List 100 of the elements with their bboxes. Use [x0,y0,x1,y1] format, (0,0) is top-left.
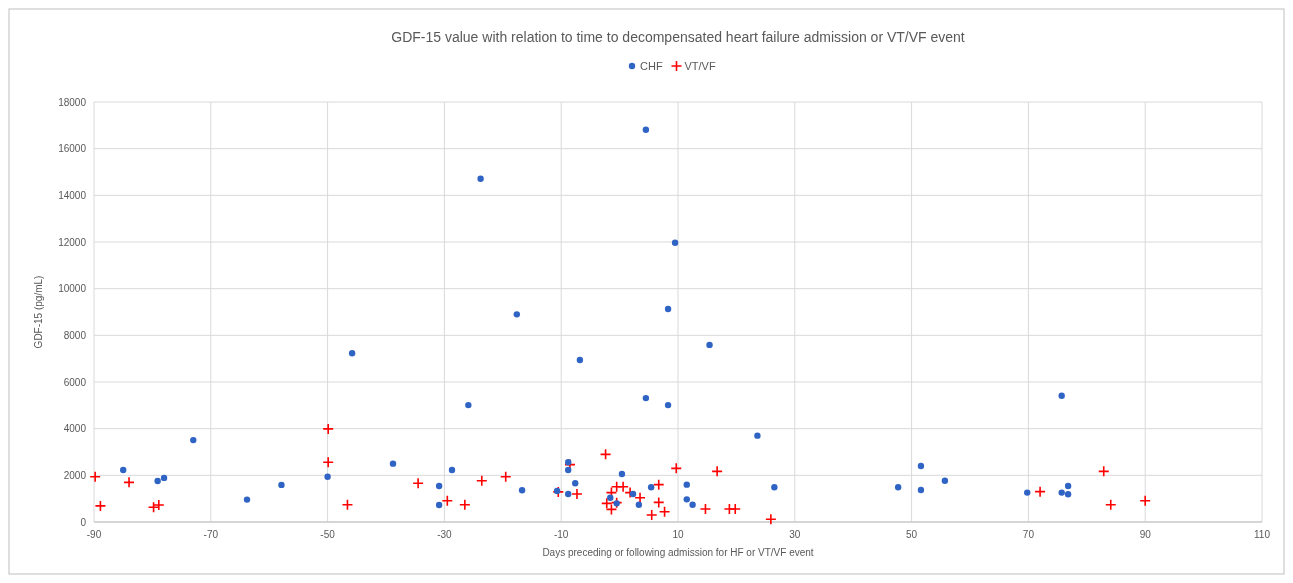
point [348,350,356,357]
point [607,494,614,501]
x-tick-label: -70 [203,529,219,540]
point [599,448,612,461]
point [477,175,484,182]
point [572,480,579,487]
point [1058,489,1065,496]
legend-label: VT/VF [684,59,716,72]
y-tick-label: 4000 [63,423,87,435]
y-axis-title: GDF-15 (pg/mL) [33,275,44,349]
x-tick-label: 110 [1254,529,1271,540]
point [513,311,521,318]
point [645,509,658,521]
point [576,356,584,364]
point [94,500,107,512]
x-tick-label: -90 [86,529,102,540]
x-tick-label: 70 [1022,529,1035,540]
point [683,481,690,488]
point [565,490,572,498]
point [499,470,512,483]
point [465,401,472,409]
point [322,456,334,469]
point [699,503,712,515]
point [1064,491,1072,498]
point [894,484,902,491]
y-tick-label: 0 [80,516,87,528]
point [341,498,354,511]
point [618,470,626,478]
point [441,494,454,507]
point [565,466,572,474]
point [771,484,778,491]
point [160,474,168,482]
point [322,423,334,435]
point [1097,465,1110,478]
point [610,496,623,509]
point [1104,498,1117,511]
point [647,484,655,491]
x-tick-label: -30 [437,529,453,540]
point [664,401,672,409]
y-tick-label: 10000 [58,283,87,295]
point [435,482,443,490]
x-tick-label: -50 [320,529,336,540]
point [459,498,471,511]
point [671,239,679,246]
point [683,496,690,503]
x-tick-label: 90 [1139,529,1152,540]
point [1064,482,1072,490]
x-tick-label: 30 [789,529,801,540]
point [765,513,777,525]
point [518,487,526,494]
point [917,486,925,494]
point [670,462,683,475]
y-tick-label: 12000 [58,236,87,248]
y-tick-label: 6000 [63,376,87,388]
point [412,477,424,490]
point [613,500,620,507]
point [435,501,443,509]
point [389,460,397,467]
point [475,474,488,487]
point [565,459,572,466]
y-tick-label: 16000 [58,143,87,155]
point [658,505,671,518]
point [642,394,650,402]
point [642,126,650,133]
point [689,501,696,508]
point [89,470,101,483]
point [629,490,637,498]
x-tick-label: 10 [672,529,684,540]
x-tick-label: 50 [906,529,918,540]
point [571,488,583,500]
y-tick-label: 8000 [63,329,87,341]
y-tick-label: 18000 [58,96,87,108]
point [243,496,251,503]
point [1034,485,1046,498]
point [706,341,713,349]
point [553,487,561,495]
point [652,496,665,509]
chart-title: GDF-15 value with relation to time to decompensated heart failure admission or VT/VF event [391,29,965,45]
point [917,462,925,470]
point [635,501,643,508]
legend-label: CHF [640,59,663,72]
point [448,466,456,474]
point [120,466,127,474]
point [190,436,197,444]
point [729,503,742,515]
point [652,478,665,491]
x-tick-label: -10 [553,529,569,540]
point [711,465,723,478]
point [324,473,331,480]
y-tick-label: 14000 [58,189,87,201]
point [754,432,761,439]
point [1024,489,1031,496]
point [941,477,949,484]
y-tick-label: 2000 [63,469,87,481]
point [278,481,285,489]
x-axis-title: Days preceding or following admission for HF or VT/VF event [542,547,814,558]
point [153,499,165,511]
point [154,477,161,485]
point [1058,392,1065,399]
point [1139,494,1151,507]
